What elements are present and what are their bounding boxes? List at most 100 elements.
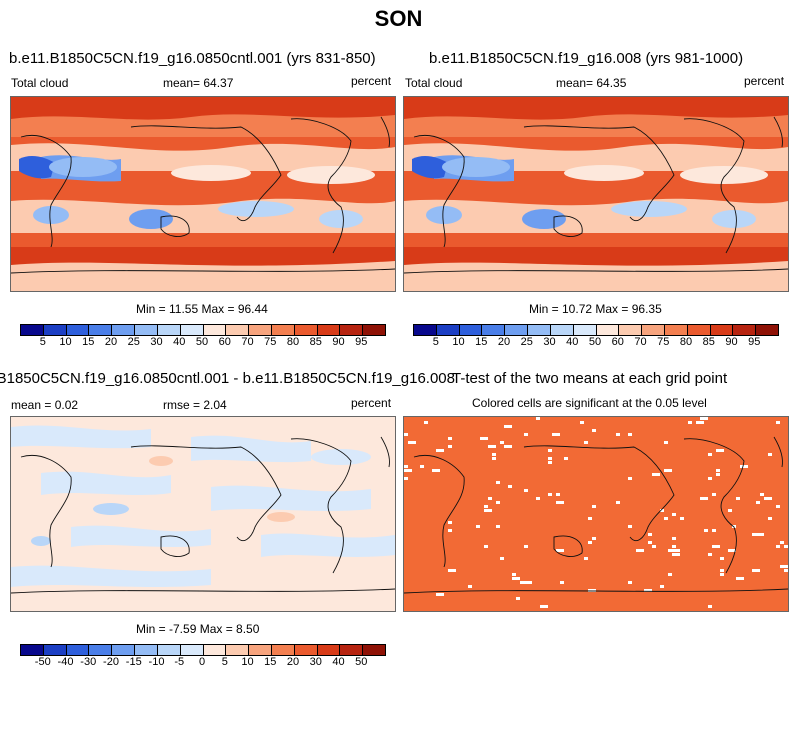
nonsignificant-cell xyxy=(628,433,632,436)
nonsignificant-cell xyxy=(752,533,760,536)
panel2-colorbar-swatch xyxy=(596,325,620,335)
nonsignificant-cell xyxy=(408,441,416,444)
panel2-colorbar-tick-label: 15 xyxy=(475,336,488,348)
nonsignificant-cell xyxy=(512,573,516,576)
nonsignificant-cell xyxy=(564,457,568,460)
nonsignificant-cell xyxy=(740,465,748,468)
panel1-colorbar-tick-label: 60 xyxy=(218,336,231,348)
nonsignificant-cell xyxy=(660,585,664,588)
nonsignificant-cell xyxy=(496,525,500,528)
panel2-colorbar-swatch xyxy=(505,325,529,335)
panel3-colorbar-swatch xyxy=(89,645,113,655)
nonsignificant-cell xyxy=(708,477,712,480)
panel2-units-label: percent xyxy=(744,74,785,88)
panel3-colorbar-swatch xyxy=(294,645,318,655)
nonsignificant-cell xyxy=(764,497,772,500)
nonsignificant-cell xyxy=(712,493,716,496)
nonsignificant-cell xyxy=(560,581,564,584)
panel3-colorbar-swatch xyxy=(271,645,295,655)
nonsignificant-cell xyxy=(752,569,760,572)
nonsignificant-cell xyxy=(500,557,504,560)
panel3-title: b.e11.B1850C5CN.f19_g16.0850cntl.001 - b… xyxy=(0,370,455,387)
nonsignificant-cell xyxy=(628,477,632,480)
nonsignificant-cell xyxy=(664,441,668,444)
nonsignificant-cell xyxy=(784,545,788,548)
nonsignificant-cell xyxy=(656,473,660,476)
panel1-colorbar-swatch xyxy=(294,325,318,335)
panel3-colorbar-tick-label: 20 xyxy=(286,656,300,668)
panel1-colorbar-swatch xyxy=(21,325,44,335)
nonsignificant-cell xyxy=(584,441,588,444)
panel1-colorbar-tick-label: 25 xyxy=(127,336,140,348)
panel2-colorbar-tick-label: 90 xyxy=(725,336,738,348)
panel1-colorbar-tick-label: 85 xyxy=(309,336,322,348)
panel3-colorbar-tick-label: -50 xyxy=(34,656,51,668)
panel2-colorbar-swatch xyxy=(482,325,506,335)
panel2-stats: Min = 10.72 Max = 96.35 xyxy=(529,302,662,316)
nonsignificant-cell xyxy=(768,453,772,456)
panel2-colorbar-swatch xyxy=(436,325,460,335)
nonsignificant-cell xyxy=(528,581,532,584)
nonsignificant-cell xyxy=(556,501,564,504)
panel3-rmse-label: rmse = 2.04 xyxy=(163,398,227,412)
nonsignificant-cell xyxy=(436,449,444,452)
nonsignificant-cell xyxy=(696,421,704,424)
nonsignificant-cell xyxy=(672,513,676,516)
nonsignificant-cell xyxy=(660,509,664,512)
panel3-mean-label: mean = 0.02 xyxy=(11,398,79,412)
panel2-colorbar-swatch xyxy=(756,325,778,335)
nonsignificant-cell xyxy=(504,445,512,448)
panel3-colorbar-swatch xyxy=(21,645,44,655)
nonsignificant-cell xyxy=(708,553,712,556)
nonsignificant-cell xyxy=(728,549,736,552)
panel1-stats: Min = 11.55 Max = 96.44 xyxy=(136,302,268,316)
nonsignificant-cell xyxy=(420,465,424,468)
nonsignificant-cell xyxy=(628,525,632,528)
nonsignificant-cell xyxy=(492,453,496,456)
nonsignificant-cell xyxy=(524,433,528,436)
nonsignificant-cell xyxy=(580,421,584,424)
nonsignificant-cell xyxy=(652,473,656,476)
nonsignificant-cell xyxy=(452,569,456,572)
panel1-title: b.e11.B1850C5CN.f19_g16.0850cntl.001 (yr… xyxy=(9,50,376,67)
nonsignificant-cell xyxy=(496,481,500,484)
panel2-colorbar-swatch xyxy=(733,325,757,335)
nonsignificant-cell xyxy=(548,449,552,452)
nonsignificant-cell xyxy=(708,453,712,456)
panel3-colorbar-labels: -50 -40 -30 -20 -15 -10 -5 0 5 10 15 20 30 40 50 xyxy=(20,656,384,670)
nonsignificant-cell xyxy=(716,469,720,472)
nonsignificant-cell xyxy=(664,469,672,472)
panel2-colorbar-swatch xyxy=(528,325,551,335)
panel3-colorbar-swatch xyxy=(317,645,341,655)
nonsignificant-cell xyxy=(556,493,560,496)
panel2-colorbar-swatch xyxy=(550,325,574,335)
nonsignificant-cell xyxy=(712,545,720,548)
panel3-colorbar-tick-label: 15 xyxy=(264,656,277,668)
panel2-colorbar-tick-label: 10 xyxy=(452,336,465,348)
panel2-colorbar-tick-label: 20 xyxy=(497,336,511,348)
nonsignificant-cell xyxy=(628,581,632,584)
panel1-colorbar-tick-label: 80 xyxy=(286,336,300,348)
panel2-colorbar-swatch xyxy=(573,325,597,335)
nonsignificant-cell xyxy=(500,441,504,444)
panel3-colorbar-tick-label: -5 xyxy=(174,656,185,668)
nonsignificant-cell xyxy=(700,497,708,500)
nonsignificant-cell xyxy=(592,505,596,508)
nonsignificant-cell xyxy=(588,541,592,544)
panel3-colorbar-swatch xyxy=(363,645,385,655)
nonsignificant-cell xyxy=(648,533,652,536)
panel1-colorbar-swatch xyxy=(112,325,136,335)
nonsignificant-cell xyxy=(404,469,412,472)
nonsignificant-cell xyxy=(504,425,512,428)
nonsignificant-cell xyxy=(704,529,708,532)
nonsignificant-cell xyxy=(616,433,620,436)
panel1-colorbar-swatch xyxy=(43,325,67,335)
panel1-colorbar-tick-label: 70 xyxy=(241,336,254,348)
nonsignificant-cell xyxy=(496,501,500,504)
panel1-colorbar-swatch xyxy=(89,325,113,335)
nonsignificant-cell xyxy=(592,429,596,432)
panel2-colorbar-labels: 5 10 15 20 25 30 40 50 60 70 75 80 85 90 95 xyxy=(413,336,777,350)
nonsignificant-cell xyxy=(448,569,452,572)
panel1-colorbar-swatch xyxy=(317,325,341,335)
panel3-colorbar-swatch xyxy=(203,645,227,655)
